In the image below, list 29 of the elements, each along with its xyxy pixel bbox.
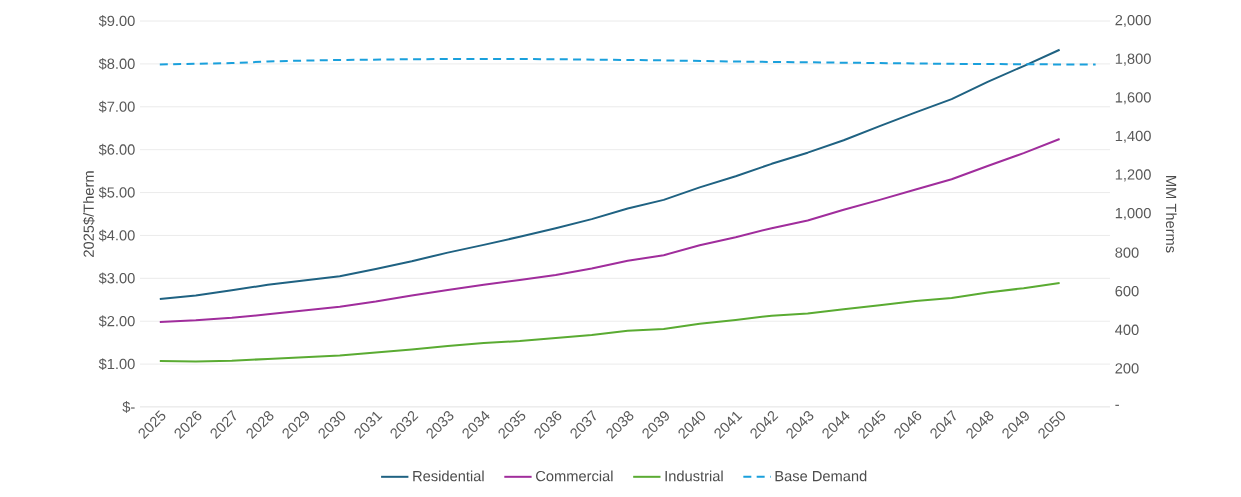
y-tick-label: $4.00	[98, 229, 135, 242]
y-tick-label: $2.00	[98, 315, 135, 328]
y-tick-label: $9.00	[98, 15, 135, 27]
y2-axis-title: MM Therms	[1165, 176, 1177, 253]
y-tick-label: $1.00	[98, 358, 135, 371]
y-axis-title: 2025$/Therm	[82, 171, 95, 257]
y2-tick-label: 400	[1115, 324, 1139, 335]
y2-tick-label: 1,000	[1115, 207, 1151, 221]
legend-label: Residential	[413, 470, 484, 482]
y2-tick-label: 1,200	[1115, 169, 1151, 182]
y2-tick-label: 800	[1115, 247, 1139, 258]
y2-tick-label: -	[1115, 404, 1119, 406]
y-tick-label: $3.00	[98, 272, 135, 285]
legend-label: Industrial	[665, 470, 723, 482]
y2-tick-label: 200	[1115, 363, 1139, 374]
y2-tick-label: 1,400	[1115, 130, 1151, 143]
y2-tick-label: 1,600	[1115, 92, 1151, 105]
legend-label: Commercial	[536, 470, 613, 482]
y2-tick-label: 1,800	[1115, 53, 1151, 66]
y-tick-label: $5.00	[98, 186, 135, 199]
y2-tick-label: 600	[1115, 286, 1139, 297]
legend-label: Base Demand	[775, 470, 867, 482]
y-tick-label: $7.00	[98, 100, 135, 113]
line-series	[158, 137, 1061, 324]
y-tick-label: $6.00	[98, 143, 135, 156]
y-tick-label: $-	[122, 401, 135, 413]
line-series	[158, 48, 1061, 300]
y2-tick-label: 2,000	[1115, 14, 1151, 28]
y-tick-label: $8.00	[98, 57, 135, 70]
